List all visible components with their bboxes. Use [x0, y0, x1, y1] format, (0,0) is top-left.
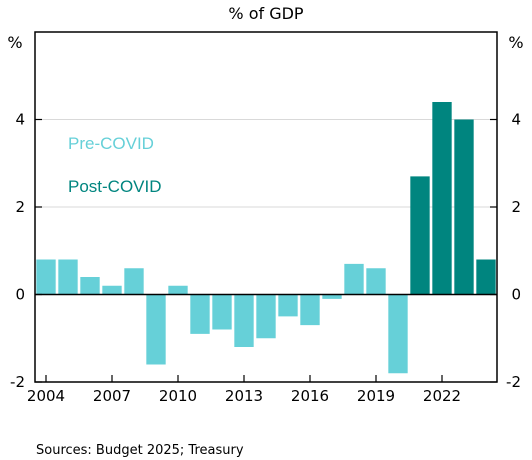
bar-pre-covid	[124, 268, 144, 295]
y-tick-label-right: 2	[511, 198, 521, 216]
bar-post-covid	[454, 119, 474, 295]
bar-post-covid	[410, 176, 430, 295]
x-tick-label: 2016	[291, 387, 329, 405]
bar-pre-covid	[366, 268, 386, 295]
bar-pre-covid	[80, 277, 100, 295]
bar-pre-covid	[278, 294, 298, 317]
y-tick-label-left: 2	[15, 198, 25, 216]
bar-post-covid	[432, 102, 452, 295]
y-tick-label-right: -2	[506, 373, 521, 391]
y-tick-label-right: 0	[511, 286, 521, 304]
legend-post-covid: Post-COVID	[68, 177, 162, 196]
y-axis-unit-right: %	[508, 33, 523, 52]
bar-pre-covid	[300, 294, 320, 326]
bar-pre-covid	[146, 294, 166, 365]
x-tick-label: 2013	[225, 387, 263, 405]
bar-post-covid	[476, 259, 496, 295]
y-tick-label-left: -2	[10, 373, 25, 391]
source-note: Sources: Budget 2025; Treasury	[36, 443, 244, 458]
y-tick-label-left: 4	[15, 111, 25, 129]
bar-pre-covid	[344, 263, 364, 295]
x-tick-label: 2004	[27, 387, 65, 405]
y-axis-unit-left: %	[7, 33, 22, 52]
bar-pre-covid	[322, 294, 342, 299]
bar-pre-covid	[36, 259, 56, 295]
bar-pre-covid	[388, 294, 408, 374]
bar-pre-covid	[256, 294, 276, 339]
chart-title: % of GDP	[228, 4, 304, 23]
y-axis-right: 4 2 0 -2	[490, 111, 521, 391]
x-tick-label: 2022	[423, 387, 461, 405]
x-tick-label: 2019	[357, 387, 395, 405]
legend-pre-covid: Pre-COVID	[68, 134, 154, 153]
bar-pre-covid	[58, 259, 78, 295]
bar-pre-covid	[190, 294, 210, 334]
bars	[36, 102, 496, 374]
bar-pre-covid	[212, 294, 232, 330]
bar-pre-covid	[102, 285, 122, 295]
x-tick-label: 2007	[93, 387, 131, 405]
bar-pre-covid	[168, 285, 188, 295]
x-axis: 2004 2007 2010 2013 2016 2019 2022	[27, 375, 461, 405]
x-tick-label: 2010	[159, 387, 197, 405]
bar-pre-covid	[234, 294, 254, 347]
y-tick-label-right: 4	[511, 111, 521, 129]
y-axis-left: 4 2 0 -2	[10, 111, 42, 391]
y-tick-label-left: 0	[15, 286, 25, 304]
